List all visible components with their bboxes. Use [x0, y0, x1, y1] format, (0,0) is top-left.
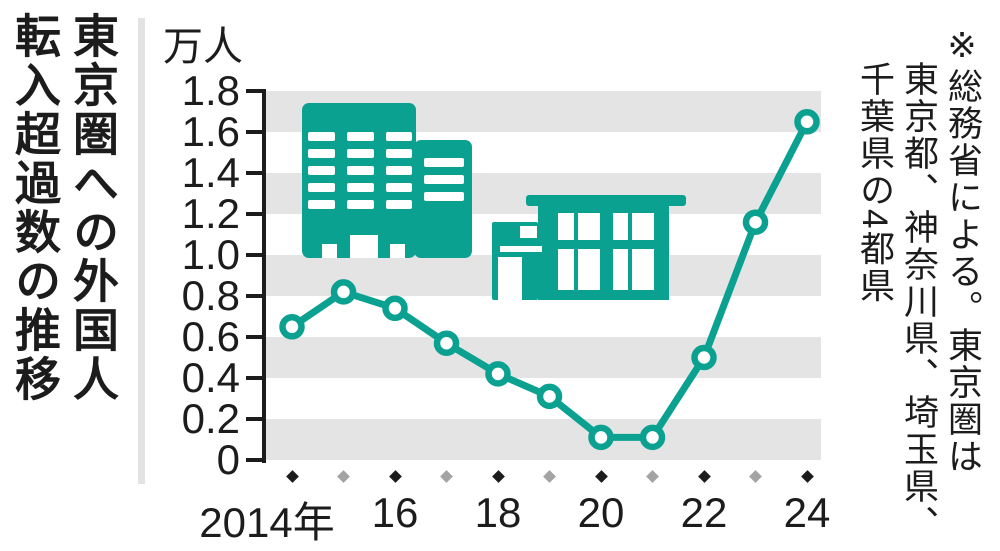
- data-point: [485, 361, 511, 387]
- x-tick-diamond-black: [491, 470, 505, 483]
- y-tick-label: 0.8: [181, 272, 240, 319]
- y-tick: [246, 212, 263, 216]
- x-tick-diamond-gray: [337, 470, 350, 483]
- x-tick-diamond-black: [800, 470, 814, 483]
- office-building-icon: [302, 103, 472, 258]
- y-tick-label: 1.6: [181, 108, 240, 155]
- data-point: [691, 344, 717, 371]
- x-tick-label: 24: [783, 489, 831, 536]
- title-line-2: 転入超過数の推移: [9, 12, 61, 404]
- y-tick-label: 0.4: [181, 354, 240, 401]
- y-tick-label: 1.0: [181, 231, 240, 278]
- y-tick: [246, 294, 263, 298]
- x-tick-diamond-black: [594, 470, 608, 483]
- y-tick-label: 0.6: [181, 313, 240, 360]
- y-tick-label: 0.2: [181, 395, 240, 442]
- y-tick: [246, 253, 263, 257]
- source-note-vertical: ※総務省による。東京圏は 東京都、神奈川県、埼玉県、 千葉県の4都県: [852, 26, 984, 546]
- y-tick-label: 0: [216, 436, 240, 483]
- x-tick-diamond-gray: [749, 470, 762, 483]
- y-tick: [246, 130, 263, 134]
- y-tick: [246, 171, 263, 175]
- data-point: [536, 383, 563, 410]
- x-tick-label: 22: [680, 489, 728, 536]
- y-tick: [246, 89, 263, 93]
- note-line-2: 東京都、神奈川県、埼玉県、: [899, 61, 938, 542]
- y-axis-line: [262, 89, 266, 463]
- note-line-1: ※総務省による。東京圏は: [943, 26, 982, 475]
- x-tick-diamond-gray: [543, 470, 556, 483]
- data-point: [639, 424, 666, 451]
- x-tick-diamond-gray: [440, 470, 453, 483]
- data-point-markers: [279, 109, 820, 451]
- data-point: [794, 109, 820, 135]
- data-point: [279, 314, 305, 340]
- divider-line: [138, 18, 145, 484]
- line-chart-svg: [279, 103, 820, 451]
- y-tick: [246, 417, 263, 421]
- y-axis-unit-label: 万人: [163, 25, 243, 69]
- x-tick-label: 16: [371, 489, 419, 536]
- x-tick-diamond-black: [697, 470, 711, 483]
- data-point: [382, 295, 408, 322]
- y-tick: [246, 335, 263, 339]
- y-tick-label: 1.4: [181, 149, 240, 196]
- x-tick-diamond-black: [285, 470, 299, 483]
- y-tick-label: 1.2: [181, 190, 240, 237]
- x-tick-label: 2014年: [199, 499, 335, 546]
- x-tick-label: 20: [577, 489, 625, 536]
- title-line-1: 東京圏への外国人: [67, 12, 119, 404]
- note-line-3: 千葉県の4都県: [855, 61, 894, 305]
- data-point: [742, 209, 769, 235]
- y-tick: [246, 376, 263, 380]
- x-tick-diamond-gray: [646, 470, 659, 483]
- house-icon: [492, 195, 686, 300]
- x-tick-label: 18: [474, 489, 522, 536]
- x-tick-diamond-black: [388, 470, 402, 483]
- y-tick-label: 1.8: [181, 67, 240, 114]
- y-tick: [246, 458, 263, 462]
- data-point: [330, 279, 357, 305]
- data-point: [433, 330, 460, 356]
- data-point: [588, 424, 614, 451]
- chart-title-vertical: 東京圏への外国人 転入超過数の推移: [6, 12, 122, 504]
